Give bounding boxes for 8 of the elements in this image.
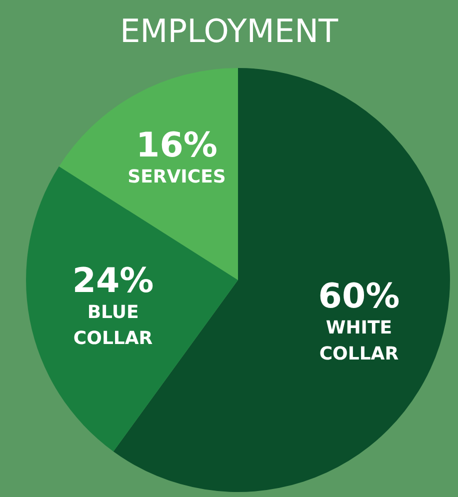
data-label: 60%: [318, 276, 400, 316]
pie-slice: [26, 166, 238, 452]
slice-label: WHITE COLLAR: [319, 317, 399, 364]
chart-title: EMPLOYMENT: [120, 12, 339, 50]
slice-label: SERVICES: [128, 166, 226, 188]
data-label: 16%: [136, 126, 218, 166]
data-label: 24%: [72, 260, 154, 301]
slice-label: BLUE COLLAR: [73, 302, 153, 349]
